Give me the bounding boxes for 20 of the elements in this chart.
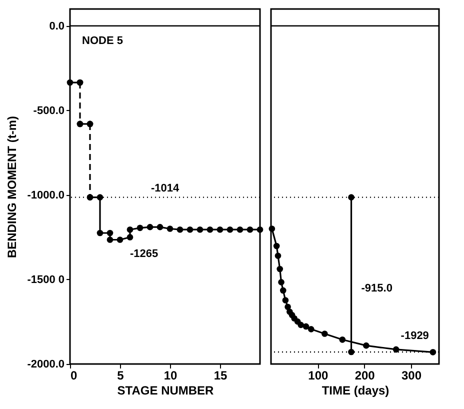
x-axis-title: TIME (days) (322, 384, 390, 398)
x-tick-label: 5 (117, 368, 124, 382)
x-tick-label: 15 (214, 368, 228, 382)
annotation: -915.0 (361, 282, 392, 294)
x-tick-label: 300 (401, 368, 422, 382)
x-tick-label: 0 (70, 368, 78, 382)
annotation: -1929 (400, 330, 429, 342)
x-tick-label: 10 (164, 368, 178, 382)
y-tick-label: -500.0 (33, 104, 64, 117)
y-axis-title: BENDING MOMENT (t-m) (5, 116, 20, 258)
ref-line-label: -1014 (150, 182, 180, 194)
y-tick-label: -2000.0 (27, 358, 64, 370)
annotation: NODE 5 (82, 35, 123, 47)
x-tick-label: 100 (308, 368, 328, 382)
y-tick-label: 0.0 (49, 20, 64, 32)
y-tick-label: -1500 0 (27, 274, 64, 286)
y-tick-label: -1000.0 (27, 189, 64, 202)
annotation: -1265 (130, 248, 158, 260)
x-axis-title: STAGE NUMBER (117, 384, 214, 398)
x-tick-label: 200 (354, 368, 376, 382)
